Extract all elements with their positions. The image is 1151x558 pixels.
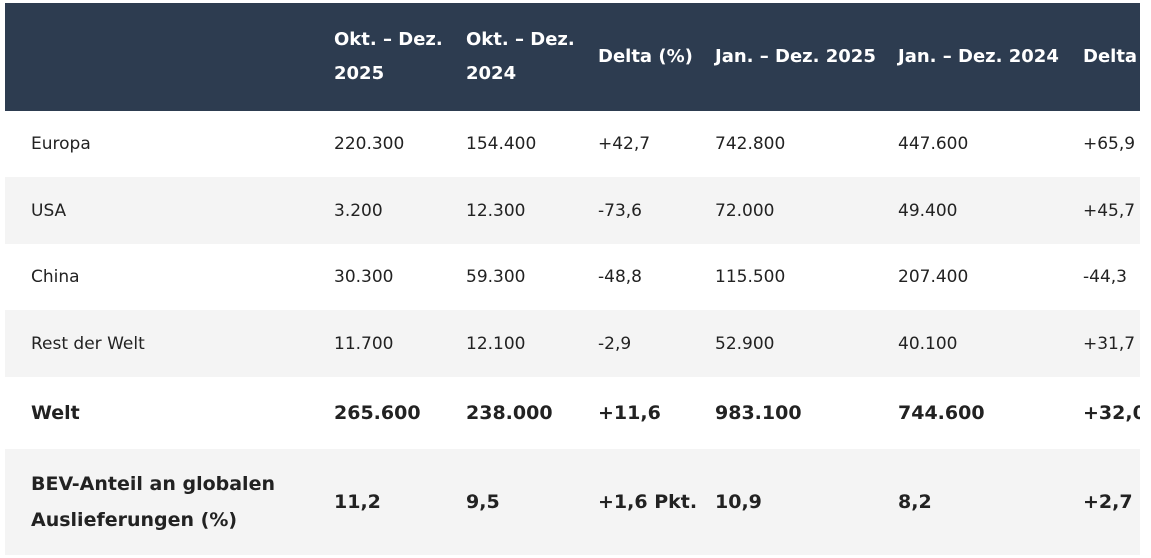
table-cell: 52.900 (715, 333, 775, 354)
table-cell: +11,6 (598, 402, 661, 424)
table-cell: 220.300 (334, 134, 405, 154)
row-label: China (31, 267, 80, 287)
table-row: USA 3.200 12.300 -73,6 72.000 49.400 +45,7 (5, 177, 1140, 244)
table-cell: 49.400 (898, 200, 958, 221)
table-cell: 11.700 (334, 333, 394, 354)
table-row: Europa 220.300 154.400 +42,7 742.800 447.600 +… (5, 111, 1140, 177)
table-cell: +65,9 (1083, 134, 1136, 154)
column-header: Jan. – Dez. 2025 (715, 46, 876, 67)
column-header: Delta (%) (598, 46, 693, 67)
table-cell: 11,2 (334, 491, 381, 513)
table-cell: 983.100 (715, 402, 802, 424)
table-cell: 744.600 (898, 402, 985, 424)
row-label: Rest der Welt (31, 333, 145, 354)
table-cell: -2,9 (598, 333, 632, 354)
table-cell: 238.000 (466, 402, 553, 424)
column-header: Jan. – Dez. 2024 (898, 46, 1059, 67)
table-cell: -73,6 (598, 200, 642, 221)
table-cell: 207.400 (898, 267, 969, 287)
table-cell: 742.800 (715, 134, 786, 154)
column-header: Okt. – Dez. 2025 (334, 29, 443, 84)
data-table: Okt. – Dez. 2025 Okt. – Dez. 2024 Delta (%… (5, 3, 1140, 555)
table-row: Welt 265.600 238.000 +11,6 983.100 744.600 +32… (5, 377, 1140, 449)
row-label: Welt (31, 402, 80, 424)
table-row: China 30.300 59.300 -48,8 115.500 207.400 -44,… (5, 244, 1140, 310)
table-cell: 72.000 (715, 200, 775, 221)
table-cell: 9,5 (466, 491, 500, 513)
table-row: BEV-Anteil an globalen Auslieferungen (%… (5, 449, 1140, 555)
header-row: Okt. – Dez. 2025 Okt. – Dez. 2024 Delta (%… (5, 3, 1140, 111)
table-cell: 265.600 (334, 402, 421, 424)
table-cell: +2,7 P (1083, 491, 1140, 513)
table-cell: +42,7 (598, 134, 651, 154)
table-cell: 115.500 (715, 267, 786, 287)
table-cell: 12.300 (466, 200, 526, 221)
table-cell: +31,7 (1083, 333, 1136, 354)
table-row: Rest der Welt 11.700 12.100 -2,9 52.900 40.10… (5, 310, 1140, 377)
column-header: Delta (1083, 46, 1138, 67)
row-label: BEV-Anteil an globalen Auslieferungen (%… (31, 473, 275, 531)
table-cell: 59.300 (466, 267, 526, 287)
table-cell: 447.600 (898, 134, 969, 154)
table-cell: 8,2 (898, 491, 932, 513)
table-cell: +1,6 Pkt. (598, 491, 698, 513)
column-header: Okt. – Dez. 2024 (466, 29, 575, 84)
row-label: USA (31, 200, 67, 221)
table-cell: +32,0 (1083, 402, 1140, 424)
table-cell: -44,3 (1083, 267, 1127, 287)
table-cell: 10,9 (715, 491, 762, 513)
table-cell: +45,7 (1083, 200, 1136, 221)
table-cell: 30.300 (334, 267, 394, 287)
row-label: Europa (31, 134, 91, 154)
table-cell: 154.400 (466, 134, 537, 154)
table-cell: 40.100 (898, 333, 958, 354)
table-cell: 3.200 (334, 200, 383, 221)
table-cell: 12.100 (466, 333, 526, 354)
table-cell: -48,8 (598, 267, 642, 287)
